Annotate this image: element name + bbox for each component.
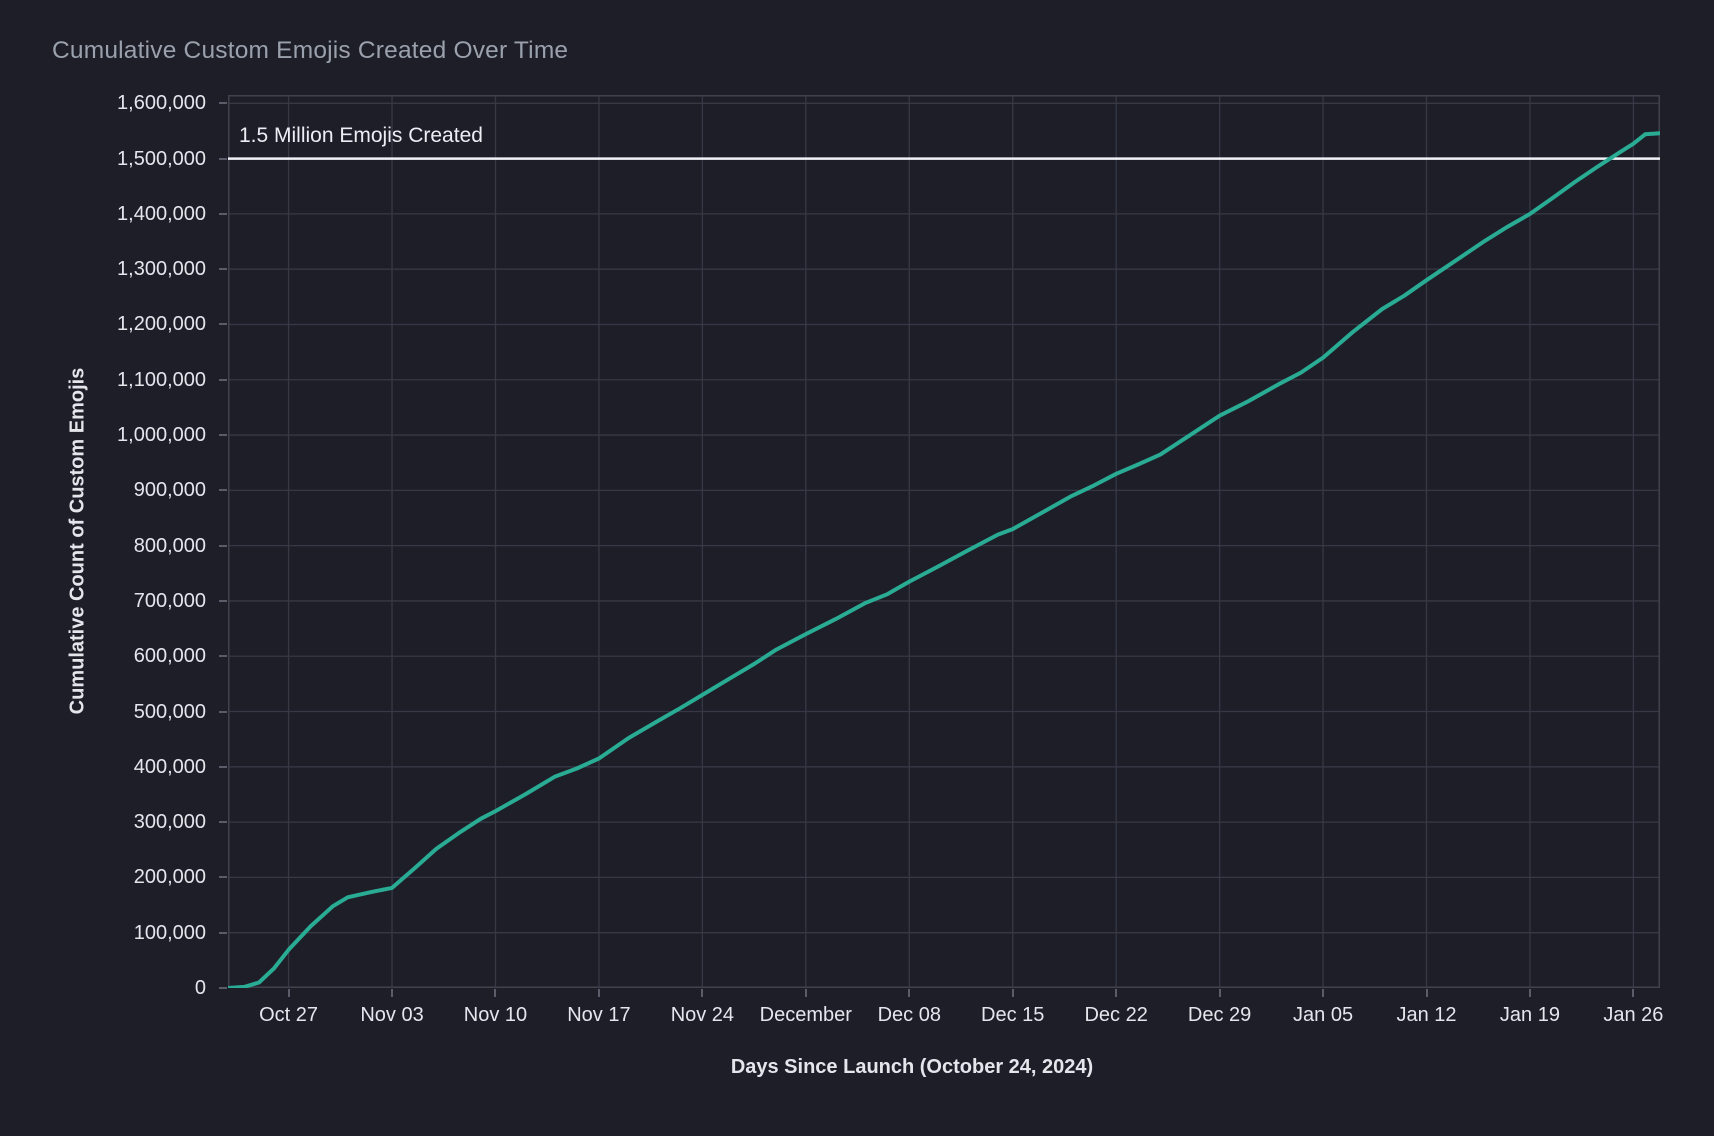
y-tick-mark [219,323,227,326]
y-tick-mark [219,212,227,215]
y-tick-mark [219,434,227,437]
y-tick-mark [219,268,227,271]
y-tick-label: 1,000,000 [117,424,206,447]
y-tick-label: 100,000 [133,921,206,944]
x-tick-mark [701,989,704,997]
y-tick-mark [219,157,227,160]
x-axis-title: Days Since Launch (October 24, 2024) [730,1056,1094,1078]
y-tick-mark [219,655,227,658]
y-tick-label: 200,000 [133,866,206,889]
y-tick-label: 300,000 [133,811,206,834]
y-tick-label: 700,000 [133,589,206,612]
y-tick-label: 1,200,000 [117,313,206,336]
x-tick-mark [908,989,911,997]
x-tick-label: Jan 26 [1603,1004,1664,1026]
y-tick-mark [219,599,227,602]
y-tick-mark [219,378,227,381]
plot-border [228,95,1660,988]
y-tick-label: 600,000 [133,645,206,668]
x-tick-mark [597,989,600,997]
x-tick-mark [287,989,290,997]
x-tick-mark [1115,989,1118,997]
y-tick-label: 1,500,000 [117,147,206,170]
x-tick-label: Dec 29 [1187,1004,1252,1026]
y-tick-mark [219,987,227,989]
x-tick-label: Jan 12 [1396,1004,1457,1026]
x-tick-label: Jan 05 [1293,1004,1354,1026]
y-tick-label: 800,000 [133,534,206,557]
plot-area [228,95,1660,988]
y-tick-mark [219,876,227,879]
y-tick-mark [219,544,227,547]
y-tick-mark [219,710,227,713]
x-tick-mark [1425,989,1428,997]
x-tick-mark [1218,989,1221,997]
y-tick-label: 500,000 [133,700,206,723]
x-tick-label: Nov 03 [360,1004,424,1026]
x-tick-label: Oct 27 [259,1004,319,1026]
y-tick-label: 400,000 [133,755,206,778]
x-tick-mark [391,989,394,997]
x-tick-label: Dec 22 [1084,1004,1148,1026]
x-tick-label: Dec 15 [981,1004,1045,1026]
x-tick-mark [1528,989,1531,997]
x-tick-mark [804,989,807,997]
x-tick-label: Nov 17 [567,1004,631,1026]
y-tick-label: 0 [194,977,206,999]
x-tick-label: Nov 10 [463,1004,528,1026]
x-tick-label: Dec 08 [877,1004,941,1026]
x-tick-mark [1632,989,1635,997]
y-tick-label: 1,300,000 [117,258,206,281]
y-tick-label: 900,000 [133,479,206,502]
y-tick-label: 1,100,000 [117,368,206,391]
reference-line-label: 1.5 Million Emojis Created [239,124,483,147]
y-tick-mark [219,102,227,105]
y-tick-mark [219,489,227,492]
chart-title: Cumulative Custom Emojis Created Over Ti… [52,37,569,64]
x-tick-mark [1322,989,1325,997]
x-tick-label: Nov 24 [670,1004,735,1026]
y-tick-mark [219,765,227,768]
series-line [228,131,1660,988]
y-tick-label: 1,600,000 [117,92,206,115]
y-tick-mark [219,931,227,934]
x-tick-label: December [759,1004,852,1026]
x-tick-mark [1011,989,1014,997]
x-tick-mark [494,989,497,997]
y-tick-label: 1,400,000 [117,202,206,225]
x-tick-label: Jan 19 [1499,1004,1560,1026]
y-tick-mark [219,821,227,824]
